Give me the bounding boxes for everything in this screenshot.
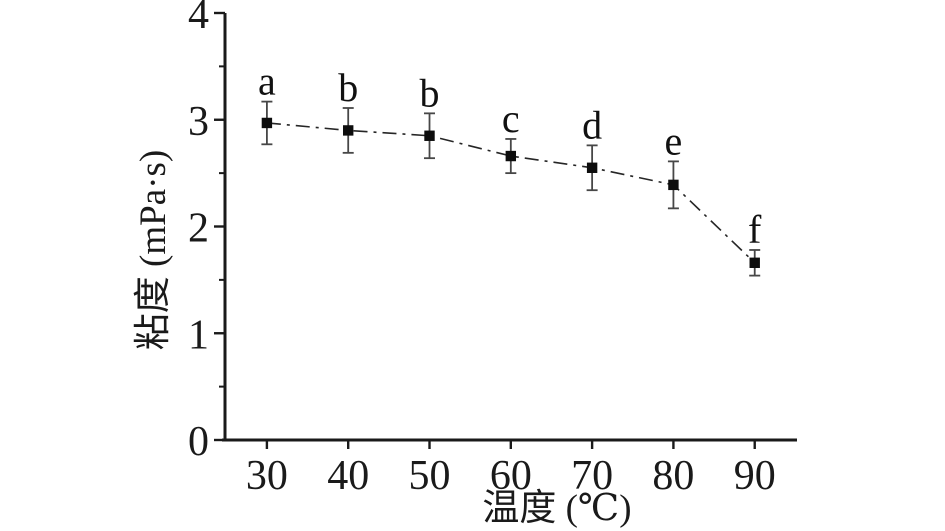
- x-tick-label: 50: [409, 453, 451, 499]
- data-point-marker: [668, 179, 679, 191]
- significance-letter: d: [582, 102, 602, 147]
- axis-ticks: [214, 11, 756, 449]
- y-tick-label: 3: [188, 99, 209, 145]
- y-axis-title: 粘度 (mPa·s): [132, 150, 174, 350]
- data-point-marker: [343, 125, 354, 136]
- significance-letter: b: [420, 70, 440, 115]
- data-point-marker: [749, 257, 760, 268]
- y-tick-label: 2: [188, 206, 209, 252]
- axis-tick-labels: 0 1 2 3 4 30 40 50 60 70 80 90: [188, 0, 776, 499]
- significance-letters: a b b c d e f: [258, 59, 762, 252]
- x-tick-label: 30: [246, 453, 288, 499]
- significance-letter: b: [338, 65, 358, 110]
- significance-letter: e: [665, 118, 683, 163]
- y-tick-label: 0: [188, 419, 209, 465]
- x-axis-title: 温度 (℃): [482, 487, 631, 529]
- data-point-marker: [505, 150, 517, 162]
- x-tick-label: 70: [571, 453, 613, 499]
- y-tick-label: 4: [188, 0, 209, 38]
- x-tick-label: 40: [327, 453, 369, 499]
- data-series: [261, 100, 761, 277]
- data-point-marker: [261, 117, 273, 129]
- x-tick-label: 90: [734, 453, 776, 499]
- significance-letter: c: [502, 96, 520, 141]
- data-point-marker: [424, 130, 435, 141]
- significance-letter: a: [258, 59, 276, 104]
- significance-letter: f: [748, 207, 762, 252]
- data-point-marker: [586, 162, 598, 173]
- x-tick-label: 80: [652, 453, 694, 499]
- axes: [222, 13, 797, 442]
- x-tick-label: 60: [490, 453, 532, 499]
- y-tick-label: 1: [188, 312, 209, 358]
